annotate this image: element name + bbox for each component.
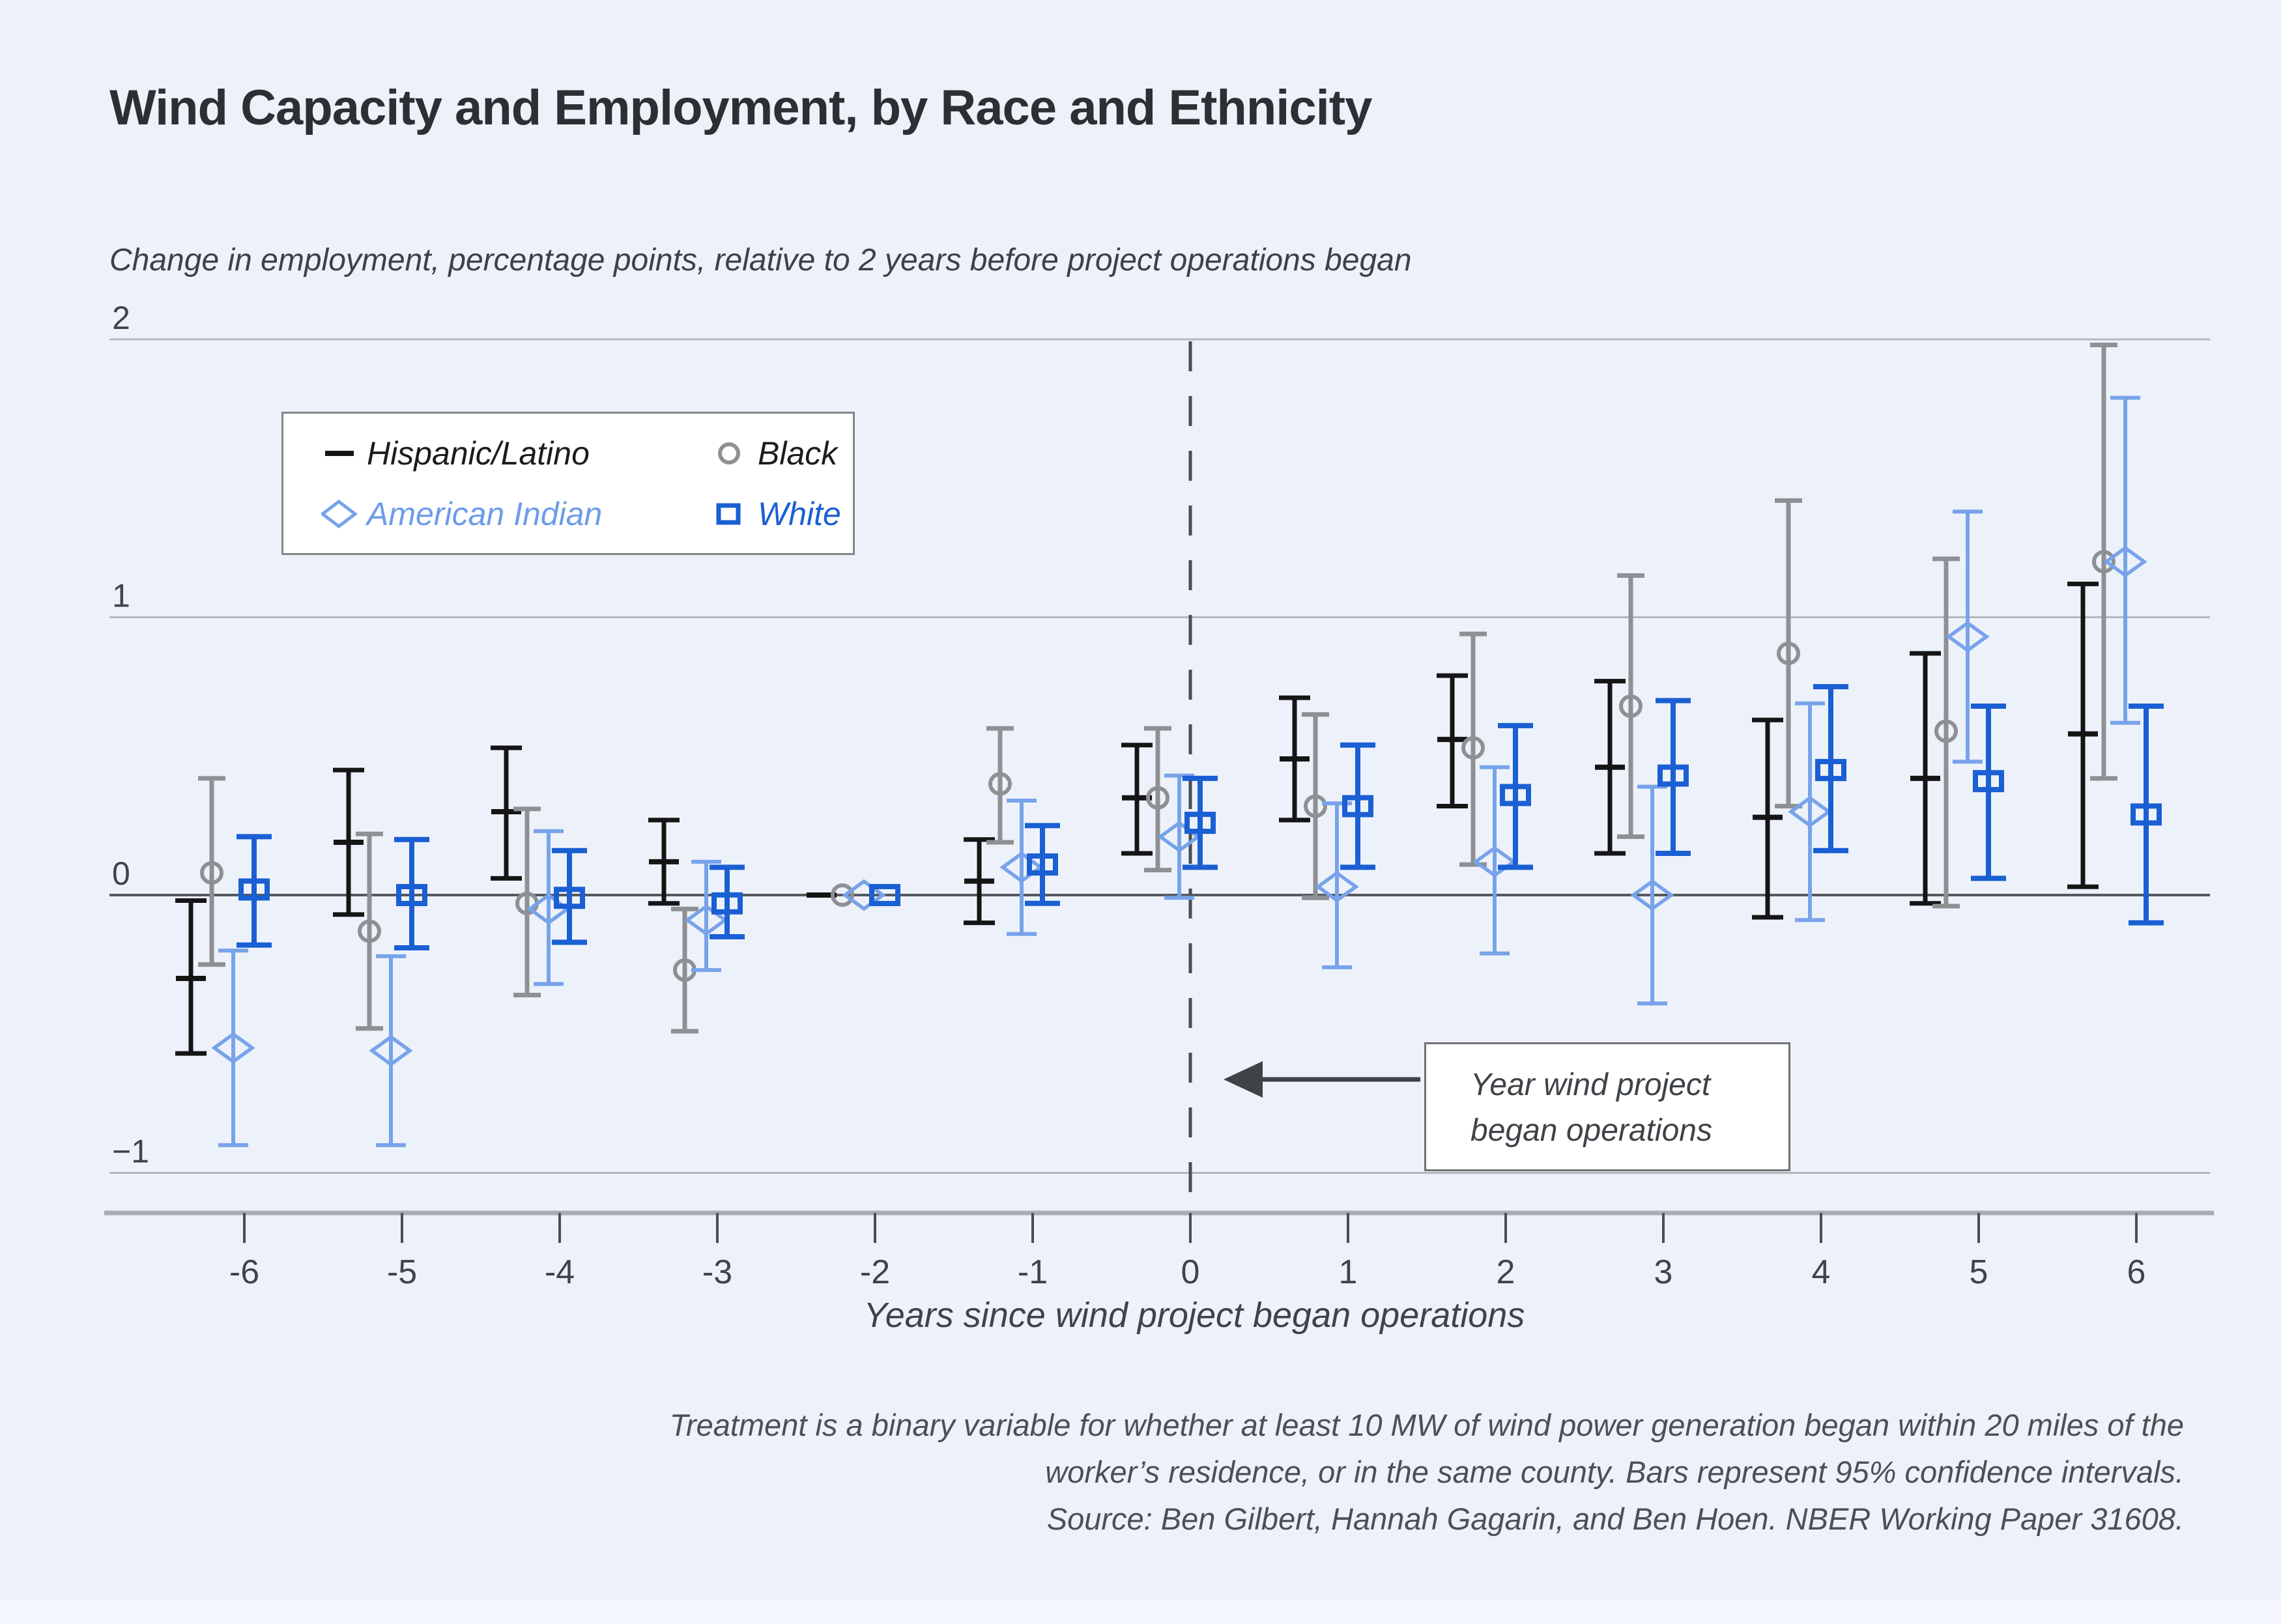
errorbar-hispanic-latino-year--6 [175,898,207,1056]
x-tick-label--4: -4 [545,1253,575,1291]
errorbar-black-year-3 [1617,573,1644,839]
errorbar-white-year-6 [2129,703,2164,926]
errorbar-american-indian-year--3 [684,859,728,973]
annotation-arrow-head-icon [1224,1061,1263,1098]
errorbar-american-indian-year--6 [211,948,255,1147]
footnote-line-3: Source: Ben Gilbert, Hannah Gagarin, and… [1046,1502,2184,1536]
x-tick-label-2: 2 [1497,1253,1515,1291]
x-tick-label--2: -2 [860,1253,890,1291]
errorbar-black-year-0 [1144,726,1171,873]
y-tick-label--1: −1 [112,1133,149,1170]
legend-label-american-indian: American Indian [367,495,603,532]
annotation-line-2: began operations [1470,1113,1712,1148]
errorbar-american-indian-year-3 [1630,784,1674,1006]
errorbar-hispanic-latino-year-1 [1279,695,1310,823]
errorbar-white-year-3 [1656,698,1691,857]
errorbar-hispanic-latino-year-5 [1910,651,1941,906]
errorbar-american-indian-year-2 [1472,765,1517,956]
y-axis-note: Change in employment, percentage points,… [109,243,1412,278]
x-axis-label: Years since wind project began operation… [863,1296,1525,1335]
x-tick-label--1: -1 [1018,1253,1048,1291]
series-hispanic-latino [175,581,2099,1056]
errorbar-black-year-2 [1459,631,1487,867]
errorbar-hispanic-latino-year-0 [1121,743,1153,856]
series-american-indian [211,395,2147,1147]
errorbar-black-year--1 [986,726,1014,845]
errorbar-white-year-5 [1971,703,2006,881]
footnote: Treatment is a binary variable for wheth… [670,1402,2184,1543]
errorbar-hispanic-latino-year-2 [1437,673,1468,809]
circle-marker-icon [718,442,740,464]
errorbar-hispanic-latino-year-4 [1752,717,1783,920]
x-tick-label--5: -5 [387,1253,417,1291]
annotation-box: Year wind project began operations [1424,1042,1790,1171]
errorbar-hispanic-latino-year--3 [648,818,680,906]
y-tick-label-2: 2 [112,300,130,336]
errorbar-black-year--6 [198,776,225,967]
errorbar-white-year--4 [552,848,587,945]
errorbar-white-year--1 [1025,823,1060,906]
errorbar-black-year--2 [831,883,854,907]
errorbar-white-year--2 [869,884,900,906]
errorbar-american-indian-year-1 [1315,801,1359,969]
errorbar-white-year--5 [394,836,429,951]
errorbar-american-indian-year--4 [526,829,571,986]
footer-band [0,1599,2281,1624]
errorbar-white-year-2 [1498,722,1533,870]
errorbar-american-indian-year--2 [842,879,886,911]
errorbar-american-indian-year-4 [1788,701,1832,922]
legend-label-hispanic-latino: Hispanic/Latino [367,434,590,472]
errorbar-white-year--3 [710,864,745,939]
y-tick-label-0: 0 [112,855,130,892]
errorbar-white-year-1 [1340,742,1375,870]
errorbar-hispanic-latino-year--4 [491,745,522,881]
annotation-line-1: Year wind project [1470,1068,1711,1102]
diamond-marker-icon [321,499,358,528]
errorbar-black-year-5 [1932,556,1960,909]
footnote-line-2: worker’s residence, or in the same count… [1045,1455,2184,1489]
x-tick-label-3: 3 [1654,1253,1673,1291]
x-tick-label-1: 1 [1339,1253,1358,1291]
errorbar-white-year-4 [1813,684,1848,853]
errorbar-black-year-4 [1775,498,1802,809]
errorbar-white-year--6 [237,834,272,948]
x-tick-label-6: 6 [2127,1253,2146,1291]
errorbar-american-indian-year--5 [369,954,413,1147]
errorbar-black-year--5 [356,831,383,1031]
page-title: Wind Capacity and Employment, by Race an… [109,80,1372,135]
square-marker-icon [716,503,741,524]
legend-item-american-indian: American Indian [321,495,712,533]
legend-label-white: White [758,495,841,532]
errorbar-hispanic-latino-year--5 [333,767,364,917]
errorbar-hispanic-latino-year-6 [2067,581,2099,889]
x-tick-label--3: -3 [702,1253,732,1291]
errorbar-hispanic-latino-year--1 [964,837,995,926]
errorbar-american-indian-year-0 [1157,773,1201,900]
legend-box: Hispanic/Latino Black American Indian Wh… [281,412,855,555]
x-tick-label-4: 4 [1812,1253,1831,1291]
y-tick-label-1: 1 [112,578,130,614]
errorbar-american-indian-year--1 [999,798,1044,936]
errorbar-hispanic-latino-year-3 [1594,679,1626,856]
x-tick-label-5: 5 [1970,1253,1988,1291]
x-tick-label-0: 0 [1181,1253,1200,1291]
errorbar-american-indian-year-6 [2103,395,2147,725]
legend-item-black: Black [712,434,846,472]
x-tick-label--6: -6 [229,1253,259,1291]
errorbar-american-indian-year-5 [1945,509,1990,764]
legend-item-white: White [712,495,846,533]
errorbar-white-year-0 [1183,775,1218,870]
legend-label-black: Black [758,434,838,472]
series-black [198,343,2117,1034]
errorbar-black-year-1 [1302,712,1329,900]
series-white [237,684,2164,951]
legend-item-hispanic-latino: Hispanic/Latino [321,434,712,472]
dash-marker-icon [325,450,354,456]
footnote-line-1: Treatment is a binary variable for wheth… [669,1408,2184,1442]
